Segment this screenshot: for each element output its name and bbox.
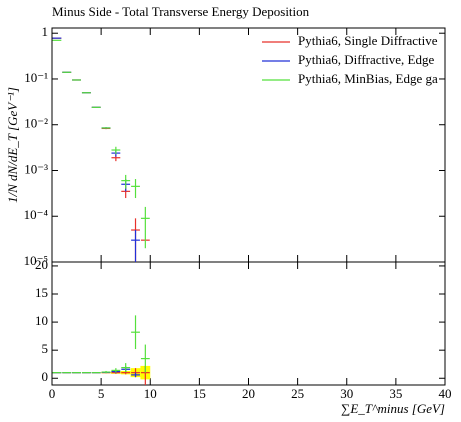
y-tick-label: 1 xyxy=(42,24,49,39)
x-tick-label: 10 xyxy=(144,386,157,401)
legend-label: Pythia6, Single Diffractive xyxy=(298,33,438,48)
y-tick-label: 15 xyxy=(35,285,48,300)
y-tick-label: 10 xyxy=(35,313,48,328)
x-tick-label: 25 xyxy=(291,386,304,401)
y-tick-label: 10⁻³ xyxy=(24,161,48,176)
x-tick-label: 20 xyxy=(242,386,255,401)
x-tick-label: 30 xyxy=(340,386,353,401)
y-tick-label: 10⁻⁵ xyxy=(24,253,48,268)
y-tick-label: 0 xyxy=(42,369,49,384)
x-tick-label: 35 xyxy=(389,386,402,401)
ratio-frame xyxy=(51,261,446,386)
chart-title: Minus Side - Total Transverse Energy Dep… xyxy=(52,4,310,19)
y-tick-label: 20 xyxy=(35,257,48,272)
y-tick-label: 5 xyxy=(42,341,49,356)
legend-label: Pythia6, Diffractive, Edge xyxy=(298,52,434,67)
y-axis-label: 1/N dN/dE_T [GeV⁻¹] xyxy=(5,87,20,203)
legend-label: Pythia6, MinBias, Edge ga xyxy=(298,71,438,86)
x-tick-label: 40 xyxy=(439,386,452,401)
x-tick-label: 15 xyxy=(193,386,206,401)
y-tick-label: 10⁻¹ xyxy=(24,70,48,85)
y-tick-label: 10⁻² xyxy=(24,116,48,131)
y-tick-label: 10⁻⁴ xyxy=(24,207,49,222)
x-axis-label: ∑E_T^minus [GeV] xyxy=(341,401,445,416)
x-tick-label: 5 xyxy=(98,386,105,401)
x-tick-label: 0 xyxy=(49,386,56,401)
